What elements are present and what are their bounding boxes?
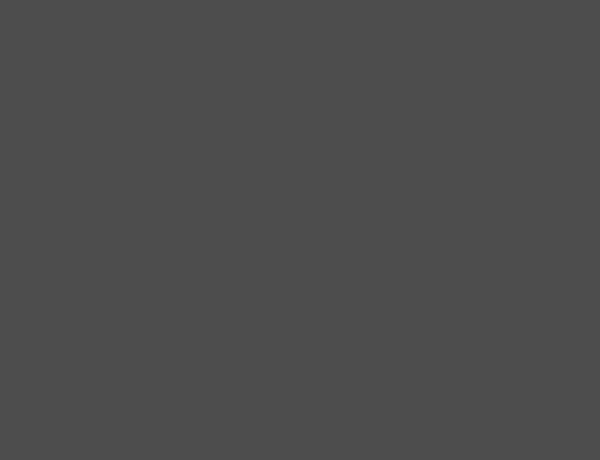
network-graph-canvas[interactable] [0, 0, 600, 460]
network-edges-layer [0, 0, 600, 460]
